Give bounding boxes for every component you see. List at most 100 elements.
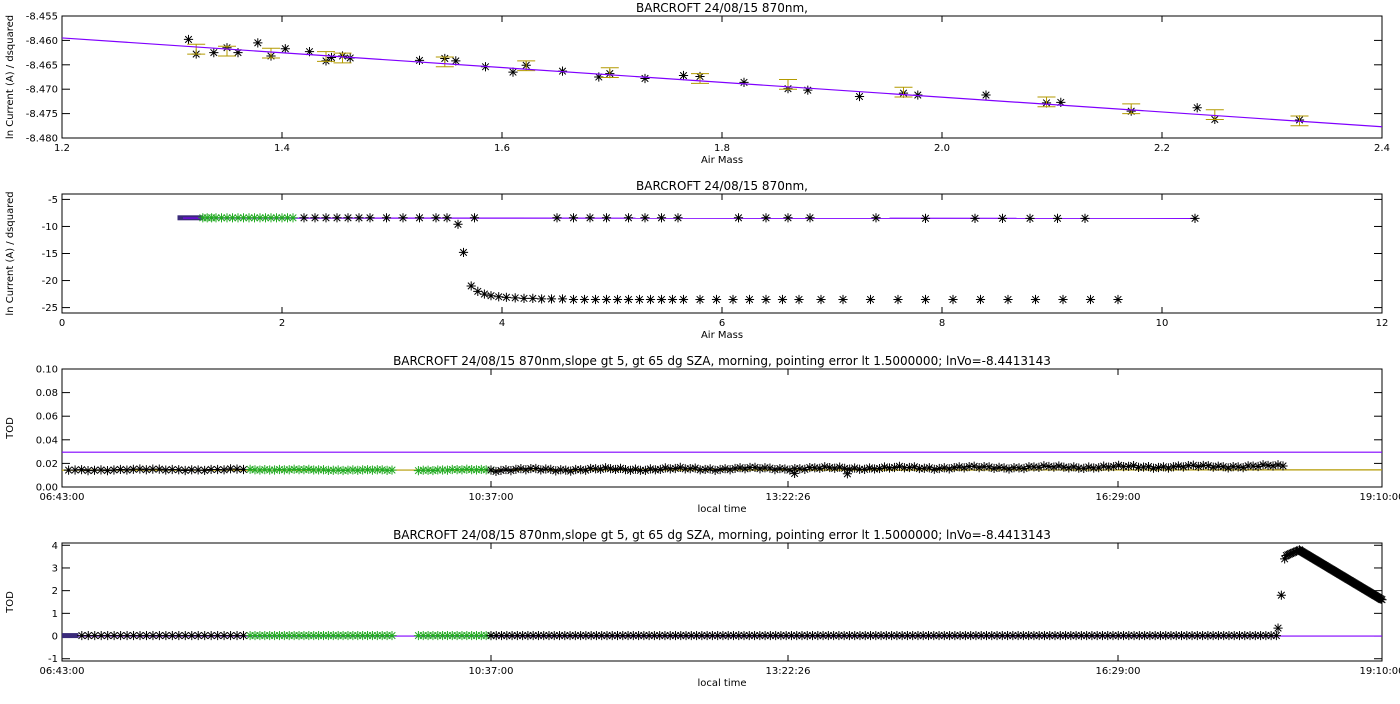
data-point — [686, 464, 695, 473]
data-point — [1193, 103, 1202, 112]
chart-title: BARCROFT 24/08/15 870nm,slope gt 5, gt 6… — [393, 354, 1051, 368]
data-point — [378, 465, 387, 474]
data-point — [790, 469, 799, 478]
data-point — [502, 293, 511, 302]
plot-frame — [62, 16, 1382, 138]
y-tick-label: 0 — [52, 632, 58, 643]
x-tick-label: 0 — [59, 318, 65, 329]
data-point — [558, 294, 567, 303]
data-point — [1272, 631, 1281, 640]
chart-title: BARCROFT 24/08/15 870nm,slope gt 5, gt 6… — [393, 528, 1051, 542]
x-tick-label: 1.6 — [494, 143, 510, 154]
data-point — [1104, 462, 1113, 471]
data-point — [537, 294, 546, 303]
data-point — [343, 213, 352, 222]
data-point — [624, 295, 633, 304]
data-point — [1149, 464, 1158, 473]
data-point — [1003, 295, 1012, 304]
data-point — [281, 44, 290, 53]
data-point — [1273, 623, 1282, 632]
data-point — [602, 213, 611, 222]
y-tick-label: 3 — [52, 563, 58, 574]
x-tick-label: 12 — [1376, 318, 1389, 329]
data-point — [77, 465, 86, 474]
data-point — [332, 213, 341, 222]
data-point — [613, 295, 622, 304]
data-point — [838, 295, 847, 304]
y-tick-label: 0.02 — [36, 459, 58, 470]
y-tick-label: -8.475 — [26, 109, 58, 120]
data-point — [122, 465, 131, 474]
data-point — [1113, 295, 1122, 304]
data-point — [1031, 295, 1040, 304]
data-point — [1263, 461, 1272, 470]
data-point — [921, 214, 930, 223]
error-bar — [1122, 104, 1140, 114]
data-point — [712, 295, 721, 304]
data-point — [1059, 463, 1068, 472]
data-point — [728, 295, 737, 304]
data-point — [428, 466, 437, 475]
data-point — [1278, 461, 1287, 470]
data-point — [816, 295, 825, 304]
x-tick-label: 16:29:00 — [1096, 666, 1141, 677]
data-point — [569, 213, 578, 222]
y-tick-label: -1 — [48, 654, 58, 665]
y-tick-label: -10 — [42, 222, 58, 233]
x-tick-label: 10:37:00 — [469, 492, 514, 503]
error-bar — [262, 48, 280, 58]
data-point — [1234, 462, 1243, 471]
data-point — [1044, 462, 1053, 471]
data-point — [695, 295, 704, 304]
error-bar — [1038, 97, 1056, 107]
data-point — [935, 464, 944, 473]
x-tick-label: 2.2 — [1154, 143, 1170, 154]
data-point — [825, 463, 834, 472]
data-point — [334, 465, 343, 474]
data-point — [135, 464, 144, 473]
data-point — [585, 213, 594, 222]
data-point — [657, 295, 666, 304]
x-tick-label: 06:43:00 — [40, 492, 85, 503]
data-point — [304, 465, 313, 474]
plot-frame — [62, 543, 1382, 661]
data-point — [1053, 214, 1062, 223]
data-point — [1014, 463, 1023, 472]
data-point — [184, 35, 193, 44]
data-point — [310, 213, 319, 222]
data-point — [657, 213, 666, 222]
data-point — [905, 463, 914, 472]
data-point — [778, 295, 787, 304]
data-point — [382, 213, 391, 222]
data-point — [640, 213, 649, 222]
data-point — [950, 463, 959, 472]
y-tick-label: 0.00 — [36, 483, 58, 494]
y-tick-label: -8.470 — [26, 85, 58, 96]
data-point — [219, 465, 228, 474]
data-point — [866, 295, 875, 304]
data-point — [494, 292, 503, 301]
data-point — [321, 213, 330, 222]
data-point — [679, 71, 688, 80]
y-tick-label: 0.04 — [36, 435, 58, 446]
data-point — [1080, 214, 1089, 223]
data-point — [745, 295, 754, 304]
data-point — [730, 464, 739, 473]
x-tick-label: 19:10:00 — [1360, 492, 1400, 503]
data-point — [200, 466, 209, 475]
x-tick-label: 10 — [1156, 318, 1169, 329]
x-tick-label: 06:43:00 — [40, 666, 85, 677]
data-point — [96, 465, 105, 474]
y-tick-label: -15 — [42, 249, 58, 260]
data-point — [635, 295, 644, 304]
y-tick-label: -20 — [42, 276, 58, 287]
x-tick-label: 19:10:00 — [1360, 666, 1400, 677]
x-tick-label: 6 — [719, 318, 725, 329]
x-axis-label: local time — [697, 504, 746, 515]
data-point — [480, 289, 489, 298]
data-point — [415, 213, 424, 222]
y-tick-label: 0.06 — [36, 412, 58, 423]
data-point — [646, 295, 655, 304]
